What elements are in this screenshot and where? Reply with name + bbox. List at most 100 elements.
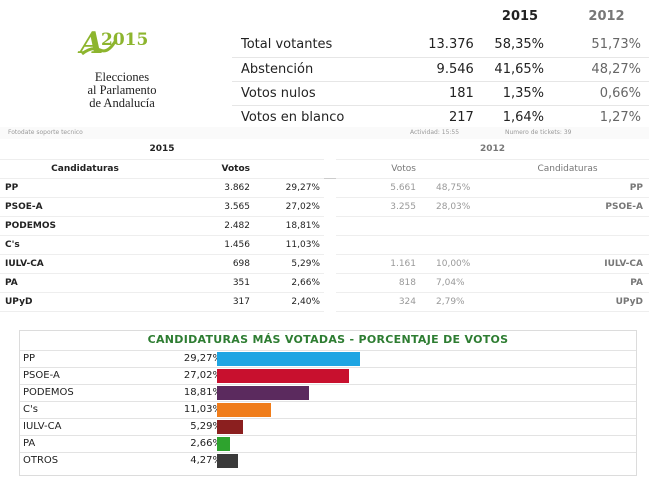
cand-votes-2012: 324 xyxy=(336,292,422,312)
summary-row: Votos nulos 181 1,35% 0,66% xyxy=(232,81,649,106)
chart-category-label: PA xyxy=(23,438,36,449)
cand-pct: 18,81% xyxy=(256,216,324,236)
chart-row: PA 2,66% xyxy=(20,435,636,452)
chart-bar xyxy=(217,454,238,468)
cand-votes: 317 xyxy=(170,292,256,312)
summary-row: Votos en blanco 217 1,64% 1,27% xyxy=(232,105,649,130)
chart-bar xyxy=(217,437,230,451)
cands-head-votos: Votos xyxy=(170,159,256,179)
chart-bar xyxy=(217,420,243,434)
cand-pct-2012: 28,03% xyxy=(422,197,486,217)
cand-pct: 2,66% xyxy=(256,273,324,293)
cand-name-2012: PA xyxy=(486,273,649,293)
cand-name: PA xyxy=(0,273,170,293)
election-logo: A 2015 Elecciones al Parlamento de Andal… xyxy=(0,0,230,128)
summary-pct-2012: 48,27% xyxy=(564,57,649,82)
chart-category-label: PODEMOS xyxy=(23,387,74,398)
chart-value-label: 5,29% xyxy=(190,421,222,432)
candidaturas-table: 2015 2012 Candidaturas Votos Votos Candi… xyxy=(0,140,649,325)
cand-votes: 698 xyxy=(170,254,256,274)
summary-pct: 41,65% xyxy=(483,57,552,82)
logo-swoosh-icon xyxy=(81,39,118,56)
summary-pct-2012: 1,27% xyxy=(564,105,649,130)
cands-head-candidaturas: Candidaturas xyxy=(0,159,170,179)
table-row: PSOE-A 3.565 27,02% 3.255 28,03% PSOE-A xyxy=(0,197,649,217)
chart-bar xyxy=(217,386,309,400)
cand-pct-2012: 7,04% xyxy=(422,273,486,293)
chart-row: PSOE-A 27,02% xyxy=(20,367,636,384)
summary-pct-2012: 0,66% xyxy=(564,81,649,106)
cand-votes-2012: 818 xyxy=(336,273,422,293)
ghost-text-right: Numero de tickets: 39 xyxy=(505,129,572,136)
cand-votes: 1.456 xyxy=(170,235,256,255)
summary-year-2015: 2015 xyxy=(501,9,539,24)
cands-year-2015: 2015 xyxy=(0,140,324,160)
chart-row: OTROS 4,27% xyxy=(20,452,636,469)
cand-votes-2012: 1.161 xyxy=(336,254,422,274)
cand-votes: 351 xyxy=(170,273,256,293)
chart-row: C's 11,03% xyxy=(20,401,636,418)
logo-line-3: de Andalucía xyxy=(89,96,155,110)
summary-votes: 13.376 xyxy=(418,33,484,58)
table-row: PODEMOS 2.482 18,81% xyxy=(0,216,649,236)
cand-votes-2012: 3.255 xyxy=(336,197,422,217)
table-row: PP 3.862 29,27% 5.661 48,75% PP xyxy=(0,178,649,198)
ghost-text-mid: Actividad: 15:55 xyxy=(410,129,460,136)
chart-bar xyxy=(217,369,349,383)
cand-name-2012: PP xyxy=(486,178,649,198)
chart-bar xyxy=(217,352,360,366)
summary-label: Total votantes xyxy=(232,33,418,58)
cand-name-2012 xyxy=(486,216,649,236)
cand-votes-2012: 5.661 xyxy=(336,178,422,198)
table-row: IULV-CA 698 5,29% 1.161 10,00% IULV-CA xyxy=(0,254,649,274)
cand-pct: 29,27% xyxy=(256,178,324,198)
cand-name-2012: UPyD xyxy=(486,292,649,312)
table-row: UPyD 317 2,40% 324 2,79% UPyD xyxy=(0,292,649,312)
summary-label: Abstención xyxy=(232,57,418,82)
cand-pct: 5,29% xyxy=(256,254,324,274)
cand-pct: 27,02% xyxy=(256,197,324,217)
chart-value-label: 11,03% xyxy=(183,404,222,415)
cand-name: IULV-CA xyxy=(0,254,170,274)
logo-line-1: Elecciones xyxy=(94,70,150,84)
cand-name-2012: PSOE-A xyxy=(486,197,649,217)
summary-row: Total votantes 13.376 58,35% 51,73% xyxy=(232,33,649,58)
chart-value-label: 4,27% xyxy=(190,455,222,466)
cand-name: PODEMOS xyxy=(0,216,170,236)
summary-table: 2015 2012 Total votantes 13.376 58,35% 5… xyxy=(232,0,649,130)
cand-pct-2012: 48,75% xyxy=(422,178,486,198)
table-row: C's 1.456 11,03% xyxy=(0,235,649,255)
chart-title: CANDIDATURAS MÁS VOTADAS - PORCENTAJE DE… xyxy=(147,333,509,346)
chart-value-label: 29,27% xyxy=(183,353,222,364)
summary-row: Abstención 9.546 41,65% 48,27% xyxy=(232,57,649,82)
cand-pct-2012 xyxy=(422,216,486,236)
cand-name: UPyD xyxy=(0,292,170,312)
cand-votes: 2.482 xyxy=(170,216,256,236)
cand-name-2012: IULV-CA xyxy=(486,254,649,274)
cand-name: C's xyxy=(0,235,170,255)
chart-row: PP 29,27% xyxy=(20,350,636,367)
background-overlay-strip: Fotodate soporte tecnico Actividad: 15:5… xyxy=(0,127,649,139)
summary-year-2012: 2012 xyxy=(588,9,625,24)
chart-category-label: OTROS xyxy=(23,455,59,466)
chart-value-label: 18,81% xyxy=(183,387,222,398)
cand-name: PP xyxy=(0,178,170,198)
cand-pct-2012: 10,00% xyxy=(422,254,486,274)
chart-category-label: C's xyxy=(23,404,38,415)
cand-pct: 2,40% xyxy=(256,292,324,312)
logo-line-2: al Parlamento xyxy=(87,83,157,97)
cands-year-2012: 2012 xyxy=(336,140,649,160)
chart-value-label: 2,66% xyxy=(190,438,222,449)
table-row: PA 351 2,66% 818 7,04% PA xyxy=(0,273,649,293)
summary-pct: 1,35% xyxy=(483,81,552,106)
chart-category-label: IULV-CA xyxy=(23,421,62,432)
vote-percentage-chart: CANDIDATURAS MÁS VOTADAS - PORCENTAJE DE… xyxy=(19,330,637,476)
cand-votes: 3.565 xyxy=(170,197,256,217)
cand-votes: 3.862 xyxy=(170,178,256,198)
cand-pct-2012: 2,79% xyxy=(422,292,486,312)
chart-row: PODEMOS 18,81% xyxy=(20,384,636,401)
chart-row: IULV-CA 5,29% xyxy=(20,418,636,435)
chart-category-label: PSOE-A xyxy=(23,370,60,381)
summary-pct: 1,64% xyxy=(483,105,552,130)
summary-votes: 217 xyxy=(418,105,484,130)
